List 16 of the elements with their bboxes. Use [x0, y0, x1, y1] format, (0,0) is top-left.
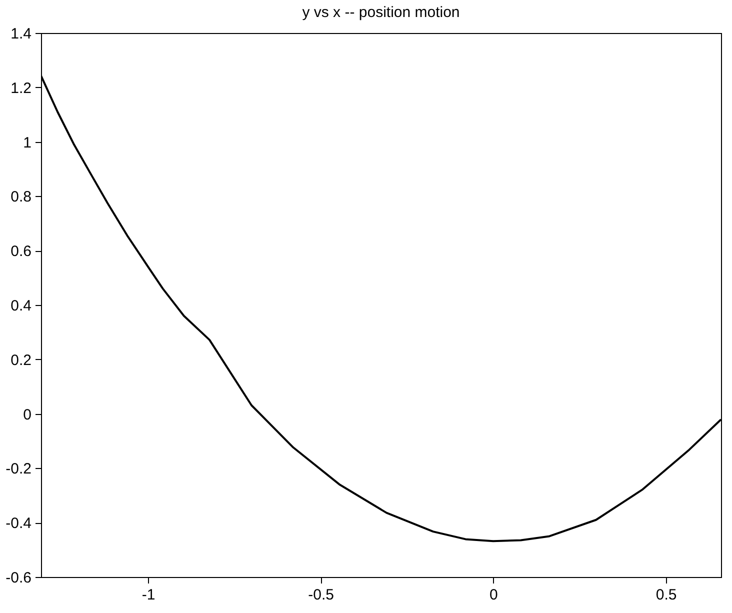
y-tick-label: 1.4	[10, 26, 32, 42]
y-tick-label: -0.6	[6, 570, 32, 586]
x-tick-label: -0.5	[308, 586, 334, 604]
y-tick-label: 1.2	[10, 80, 32, 97]
x-tick-label: 0	[490, 586, 498, 604]
y-tick-label: 1	[23, 134, 32, 152]
y-tick-label: 0.2	[10, 352, 32, 369]
x-tick-label: -1	[142, 586, 156, 604]
y-tick-label: 0.4	[10, 298, 32, 314]
y-tick-label: 0.6	[10, 243, 32, 260]
y-tick-label: -0.2	[6, 460, 32, 478]
chart-title: y vs x -- position motion	[302, 4, 460, 21]
y-tick-label: -0.4	[6, 515, 32, 532]
y-tick-label: 0	[23, 406, 32, 424]
y-tick-label: 0.8	[10, 188, 32, 206]
x-tick-label: 0.5	[656, 586, 677, 604]
